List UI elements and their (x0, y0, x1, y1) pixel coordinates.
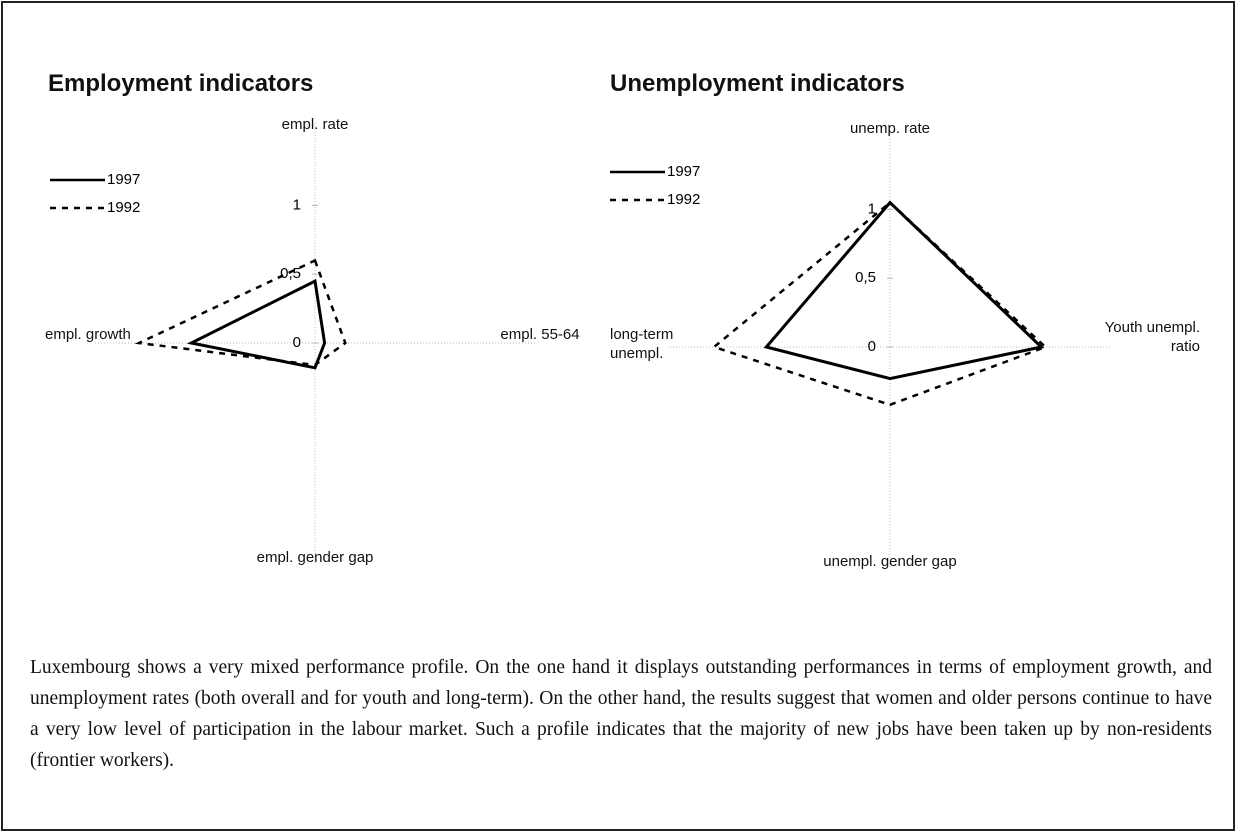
axis-label: empl. 55-64 (500, 326, 580, 343)
axis-label: unempl. gender gap (823, 553, 957, 570)
legend-label: 1997 (107, 171, 140, 188)
tick-label: 0 (868, 338, 876, 355)
axis-label: empl. gender gap (256, 549, 374, 566)
tick-label: 1 (293, 196, 301, 213)
series-line (134, 258, 347, 367)
legend-label: 1992 (667, 191, 700, 208)
series-line (763, 200, 1045, 381)
tick-label: 0,5 (855, 269, 876, 286)
chart-title: Employment indicators (48, 70, 314, 97)
axis-label: empl. growth (45, 326, 131, 343)
axis-label: Youth unempl. ratio (1104, 319, 1200, 355)
caption: Luxembourg shows a very mixed performanc… (30, 657, 1212, 771)
series-line (711, 200, 1048, 407)
axis-label: unemp. rate (849, 120, 931, 137)
legend-label: 1992 (107, 199, 140, 216)
legend-label: 1997 (667, 163, 700, 180)
tick-label: 0,5 (280, 265, 301, 282)
tick-label: 0 (293, 334, 301, 351)
axis-label: long-term unempl. (610, 326, 674, 362)
axis-label: empl. rate (281, 116, 349, 133)
series-line (186, 278, 327, 370)
tick-label: 1 (868, 200, 876, 217)
chart-title: Unemployment indicators (610, 70, 905, 97)
